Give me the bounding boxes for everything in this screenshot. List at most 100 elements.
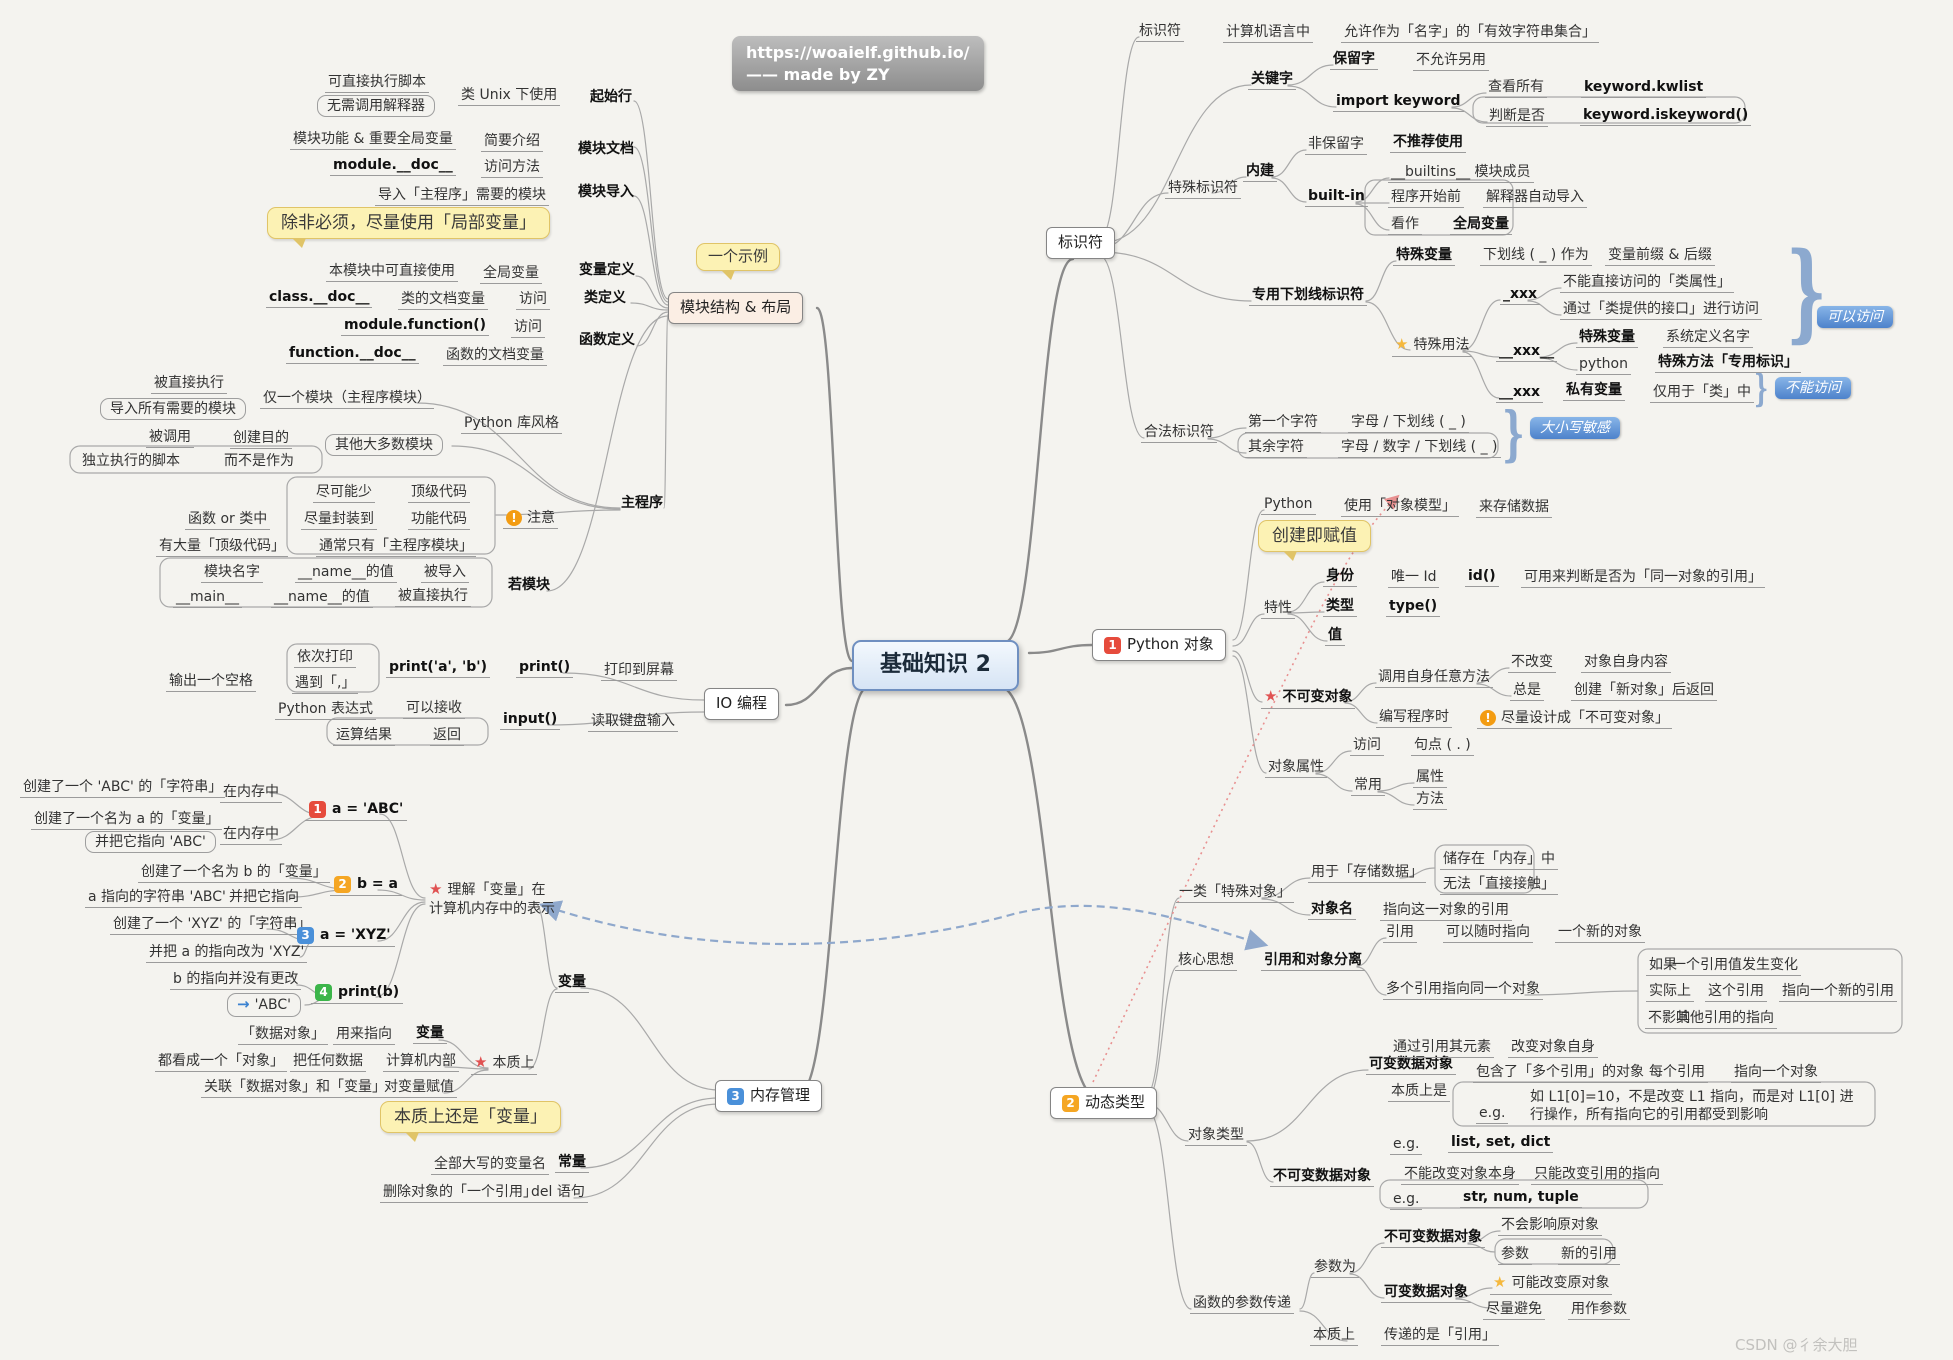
node-standalone-script-label: 独立执行的脚本 — [82, 453, 180, 469]
node-essence-label: 本质上 — [492, 1055, 535, 1071]
label-if-module: 若模块 — [506, 576, 552, 594]
node-eg-1-label: e.g. — [1479, 1105, 1506, 1121]
label-constant-label: 常量 — [558, 1154, 586, 1170]
label-main-program-label: 主程序 — [621, 495, 663, 511]
callout-local-var: 除非必须，尽量使用「局部变量」 — [267, 207, 550, 249]
node-cant-change-self: 不能改变对象本身 — [1401, 1165, 1519, 1186]
node-special-identifier-label: 特殊标识符 — [1168, 180, 1238, 196]
node-can-accept-label: 可以接收 — [406, 700, 462, 716]
node-print-screen: 打印到屏幕 — [601, 661, 677, 682]
node-non-reserved-label: 非保留字 — [1308, 136, 1364, 152]
node-obj-attr: 对象属性 — [1265, 758, 1327, 779]
node-builtin-label: 内建 — [1243, 162, 1277, 183]
node-main-value: __main__ — [173, 588, 242, 609]
node-via-element: 通过引用其元素 — [1390, 1038, 1494, 1059]
node-print: print() — [516, 658, 574, 679]
label-constant: 常量 — [555, 1153, 589, 1174]
node-list-set-dict: list, set, dict — [1448, 1133, 1554, 1154]
node-essence-2: 本质上 — [1310, 1326, 1358, 1347]
node-design-immutable: ! 尽量设计成「不可变对象」 — [1477, 709, 1672, 730]
node-create-var-b-label: 创建了一个名为 b 的「变量」 — [141, 864, 327, 880]
node-obj-own-content-label: 对象自身内容 — [1584, 654, 1668, 670]
node-l1-example: 如 L1[0]=10，不是改变 L1 指向，而是对 L1[0] 进 行操作，所有… — [1528, 1088, 1856, 1124]
node-judge-if-label: 判断是否 — [1489, 108, 1545, 124]
node-traits: 特性 — [1261, 599, 1295, 620]
node-xxx-private: __xxx — [1496, 383, 1544, 404]
node-meet-comma: 遇到「,」 — [292, 674, 359, 695]
node-seq-print-label: 依次打印 — [297, 649, 353, 665]
label-class-def-label: 类定义 — [584, 290, 626, 306]
callout-local-var-label: 除非必须，尽量使用「局部变量」 — [281, 213, 536, 233]
node-attribute-label: 属性 — [1416, 769, 1444, 785]
node-python-label: Python — [1264, 496, 1313, 512]
node-main-value-label: __main__ — [176, 589, 239, 605]
node-str-num-tuple: str, num, tuple — [1460, 1188, 1582, 1209]
node-access-1-label: 访问 — [519, 291, 547, 307]
node-allcaps-name-label: 全部大写的变量名 — [434, 1156, 546, 1172]
node-letter-underscore-label: 字母 / 下划线 ( _ ) — [1351, 414, 1466, 430]
node-access-3: 访问 — [1350, 736, 1384, 757]
node-name-value-2-label: __name__的值 — [274, 589, 370, 605]
node-see-as-label: 看作 — [1391, 216, 1419, 232]
node-imported-label: 被导入 — [424, 564, 466, 580]
node-abc-result-label: 'ABC' — [254, 997, 291, 1013]
node-judge-same-ref-label: 可用来判断是否为「同一对象的引用」 — [1524, 569, 1762, 585]
node-point-one-obj-label: 指向一个对象 — [1734, 1064, 1818, 1080]
node-type-func: type() — [1386, 597, 1441, 618]
node-can-accept: 可以接收 — [403, 699, 465, 720]
callout-still-var-label: 本质上还是「变量」 — [394, 1107, 547, 1127]
brace-decoration: } — [1502, 399, 1525, 468]
node-access-3-label: 访问 — [1353, 737, 1381, 753]
node-no-interpreter-label: 无需调用解释器 — [327, 98, 425, 114]
node-exec-script: 可直接执行脚本 — [325, 73, 429, 94]
star-orange-icon: ★ — [1395, 335, 1409, 353]
node-global-var: 全局变量 — [480, 264, 542, 285]
node-iskeyword-label: keyword.iskeyword() — [1583, 107, 1749, 123]
node-eg-1: e.g. — [1476, 1104, 1509, 1125]
node-as-param: 用作参数 — [1568, 1300, 1630, 1321]
node-py-lib-style: Python 库风格 — [461, 414, 562, 435]
node-unique-id: 唯一 Id — [1388, 568, 1440, 589]
node-ref-value-change: 一个引用值发生变化 — [1669, 956, 1801, 977]
node-point-this-obj-label: 指向这一对象的引用 — [1383, 902, 1509, 918]
node-builtin-label-label: 内建 — [1246, 163, 1274, 179]
node-a-points-str: a 指向的字符串 'ABC' — [85, 888, 229, 909]
node-class-doc-label: class.__doc__ — [269, 289, 370, 305]
node-create-var-a-label: 创建了一个名为 a 的「变量」 — [34, 811, 220, 827]
node-direct-use: 本模块中可直接使用 — [326, 262, 458, 283]
node-only-one-module-label: 仅一个模块（主程序模块） — [263, 390, 431, 406]
node-builtins-member-label: __builtins__ 模块成员 — [1391, 164, 1531, 180]
callout-no-access: 不能访问 — [1775, 377, 1851, 400]
node-sys-defined-label: 系统定义名字 — [1666, 329, 1750, 345]
node-assign-var: 对变量赋值 — [381, 1078, 457, 1099]
node-other-chars-label: 其余字符 — [1248, 439, 1304, 455]
node-import-all-label: 导入所有需要的模块 — [110, 401, 236, 417]
node-access-2-label: 访问 — [514, 319, 542, 335]
node-underscore-as-label: 下划线 ( _ ) 作为 — [1483, 247, 1589, 263]
callout-case-sensitive: 大小写敏感 — [1530, 417, 1620, 440]
node-understand-var: ★ 理解「变量」在 计算机内存中的表示 — [427, 880, 557, 918]
node-no-other-use: 不允许另用 — [1413, 51, 1489, 72]
node-module-func-label: 模块功能 & 重要全局变量 — [293, 131, 453, 147]
node-feature-code-label: 功能代码 — [411, 511, 467, 527]
node-no-direct-access-label: 不能直接访问的「类属性」 — [1563, 274, 1731, 290]
node-immutable-data: 不可变数据对象 — [1270, 1167, 1374, 1188]
node-toplevel-code-label: 顶级代码 — [411, 484, 467, 500]
node-legal-id: 合法标识符 — [1141, 423, 1217, 444]
topic-io-label: IO 编程 — [716, 694, 767, 712]
topic-memory: 3 内存管理 — [715, 1080, 823, 1112]
node-point-to-abc-label: 并把它指向 'ABC' — [95, 834, 206, 850]
node-as-little-label: 尽可能少 — [316, 484, 372, 500]
node-other-refs-label: 其他引用的指向 — [1676, 1010, 1774, 1026]
node-function-doc: function.__doc__ — [286, 344, 419, 365]
node-xxx-single: _xxx — [1500, 285, 1541, 306]
brace-decoration: } — [1786, 228, 1827, 353]
node-direct-exec-2: 被直接执行 — [395, 587, 471, 608]
node-special-var-2-label: 特殊变量 — [1579, 329, 1635, 345]
node-func-param-pass: 函数的参数传递 — [1190, 1294, 1294, 1315]
node-letter-digit-label: 字母 / 数字 / 下划线 ( _ ) — [1341, 439, 1498, 455]
node-keyword-label: 关键字 — [1248, 70, 1296, 91]
node-method: 方法 — [1413, 790, 1447, 811]
node-any-data-label: 把任何数据 — [293, 1053, 363, 1069]
node-eg-2-label: e.g. — [1393, 1136, 1420, 1152]
